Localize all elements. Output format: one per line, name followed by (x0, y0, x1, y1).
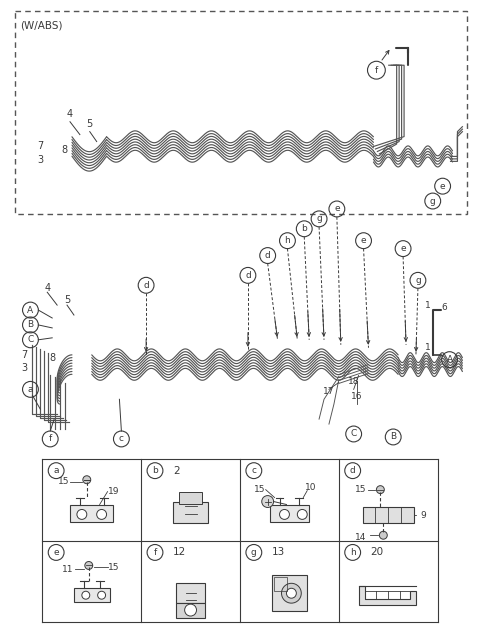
Text: d: d (245, 271, 251, 280)
Circle shape (85, 562, 93, 569)
Circle shape (82, 591, 90, 599)
Circle shape (97, 591, 106, 599)
Text: 20: 20 (371, 548, 384, 557)
Text: f: f (375, 66, 378, 74)
Text: h: h (285, 236, 290, 245)
Text: C: C (350, 429, 357, 438)
Text: e: e (440, 182, 445, 191)
Text: 14: 14 (355, 533, 366, 542)
Text: 7: 7 (22, 350, 28, 360)
Circle shape (77, 509, 87, 520)
Text: c: c (252, 466, 256, 475)
Text: b: b (301, 225, 307, 233)
Circle shape (376, 486, 384, 494)
Text: 15: 15 (58, 477, 70, 486)
Text: 13: 13 (272, 548, 285, 557)
Text: b: b (152, 466, 158, 475)
Text: e: e (400, 244, 406, 253)
Text: f: f (154, 548, 156, 557)
Text: 8: 8 (61, 146, 67, 155)
Text: B: B (27, 321, 34, 329)
Text: h: h (350, 548, 356, 557)
Circle shape (287, 588, 296, 598)
Text: g: g (430, 197, 436, 205)
FancyBboxPatch shape (270, 504, 309, 522)
FancyBboxPatch shape (176, 583, 205, 603)
Circle shape (281, 583, 301, 603)
Text: 8: 8 (49, 352, 55, 363)
FancyBboxPatch shape (362, 508, 414, 523)
Text: f: f (48, 434, 52, 443)
FancyBboxPatch shape (272, 576, 307, 611)
FancyBboxPatch shape (74, 588, 109, 602)
FancyBboxPatch shape (176, 603, 205, 618)
Text: 2: 2 (173, 466, 180, 476)
Text: 9: 9 (420, 511, 426, 520)
Polygon shape (359, 586, 416, 605)
Text: 3: 3 (22, 363, 27, 373)
Text: g: g (415, 276, 421, 285)
Text: 15: 15 (355, 485, 366, 494)
Text: C: C (27, 335, 34, 344)
Text: 1: 1 (425, 301, 431, 310)
Text: a: a (53, 466, 59, 475)
Text: e: e (361, 236, 366, 245)
Circle shape (279, 509, 289, 520)
Text: a: a (28, 385, 33, 394)
FancyBboxPatch shape (179, 492, 203, 504)
Text: 7: 7 (37, 141, 44, 151)
Text: g: g (316, 214, 322, 223)
Text: e: e (334, 204, 340, 214)
Text: 5: 5 (86, 119, 93, 128)
Circle shape (96, 509, 107, 520)
Text: d: d (143, 280, 149, 290)
Circle shape (262, 495, 274, 508)
Text: 11: 11 (62, 565, 74, 574)
Text: 16: 16 (351, 392, 362, 401)
Text: e: e (53, 548, 59, 557)
Circle shape (83, 476, 91, 484)
Text: 1: 1 (425, 343, 431, 352)
Text: A: A (446, 355, 453, 364)
Text: B: B (390, 432, 396, 441)
Text: A: A (27, 305, 34, 315)
Circle shape (379, 531, 387, 539)
Text: (W/ABS): (W/ABS) (21, 20, 63, 31)
Text: d: d (350, 466, 356, 475)
Text: d: d (265, 251, 271, 260)
Text: 15: 15 (254, 485, 265, 494)
Text: c: c (119, 434, 124, 443)
Circle shape (185, 604, 196, 616)
Text: 3: 3 (37, 155, 43, 165)
Text: 17: 17 (323, 387, 335, 396)
Text: 18: 18 (348, 377, 360, 387)
FancyBboxPatch shape (173, 502, 208, 523)
Text: 4: 4 (44, 283, 50, 293)
Text: 10: 10 (305, 483, 317, 492)
Text: g: g (251, 548, 257, 557)
Text: 4: 4 (67, 109, 73, 119)
Text: 12: 12 (173, 548, 186, 557)
Text: 19: 19 (108, 487, 119, 496)
Text: 5: 5 (64, 295, 70, 305)
Text: 15: 15 (108, 563, 119, 572)
Circle shape (297, 509, 307, 520)
FancyBboxPatch shape (70, 504, 113, 522)
Text: 6: 6 (442, 303, 447, 312)
